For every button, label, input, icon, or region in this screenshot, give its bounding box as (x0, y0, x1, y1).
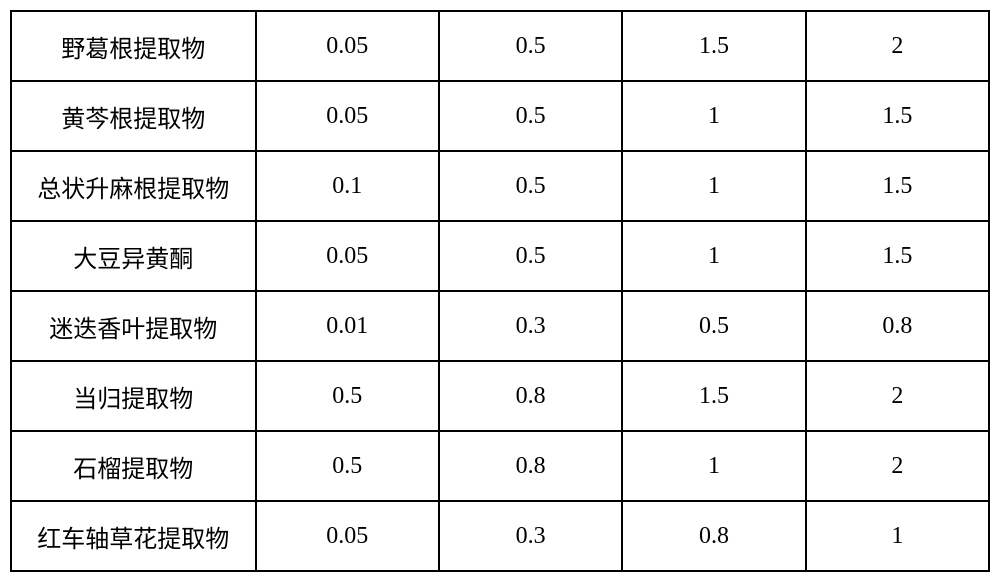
row-value: 0.1 (256, 151, 439, 221)
table-row: 大豆异黄酮 0.05 0.5 1 1.5 (11, 221, 989, 291)
row-label: 大豆异黄酮 (11, 221, 256, 291)
row-value: 0.5 (439, 151, 622, 221)
row-value: 1.5 (806, 151, 989, 221)
row-value: 2 (806, 11, 989, 81)
row-value: 0.5 (439, 11, 622, 81)
table-row: 红车轴草花提取物 0.05 0.3 0.8 1 (11, 501, 989, 571)
table-row: 黄芩根提取物 0.05 0.5 1 1.5 (11, 81, 989, 151)
row-value: 0.05 (256, 501, 439, 571)
row-label: 石榴提取物 (11, 431, 256, 501)
row-value: 2 (806, 361, 989, 431)
row-label: 总状升麻根提取物 (11, 151, 256, 221)
row-label: 当归提取物 (11, 361, 256, 431)
row-value: 0.05 (256, 11, 439, 81)
row-value: 1.5 (622, 361, 805, 431)
row-value: 1 (622, 431, 805, 501)
row-value: 1.5 (806, 81, 989, 151)
row-value: 0.3 (439, 291, 622, 361)
row-value: 0.8 (622, 501, 805, 571)
row-value: 0.5 (622, 291, 805, 361)
row-value: 1.5 (622, 11, 805, 81)
row-value: 1.5 (806, 221, 989, 291)
row-label: 红车轴草花提取物 (11, 501, 256, 571)
row-value: 0.05 (256, 81, 439, 151)
table-row: 石榴提取物 0.5 0.8 1 2 (11, 431, 989, 501)
table-row: 野葛根提取物 0.05 0.5 1.5 2 (11, 11, 989, 81)
row-value: 0.05 (256, 221, 439, 291)
table-row: 迷迭香叶提取物 0.01 0.3 0.5 0.8 (11, 291, 989, 361)
row-value: 1 (622, 151, 805, 221)
row-value: 0.5 (439, 81, 622, 151)
data-table-container: 野葛根提取物 0.05 0.5 1.5 2 黄芩根提取物 0.05 0.5 1 … (10, 10, 990, 572)
data-table: 野葛根提取物 0.05 0.5 1.5 2 黄芩根提取物 0.05 0.5 1 … (10, 10, 990, 572)
row-value: 0.01 (256, 291, 439, 361)
row-value: 1 (622, 81, 805, 151)
table-row: 当归提取物 0.5 0.8 1.5 2 (11, 361, 989, 431)
row-value: 0.5 (439, 221, 622, 291)
row-label: 迷迭香叶提取物 (11, 291, 256, 361)
row-value: 0.8 (439, 431, 622, 501)
row-value: 0.5 (256, 431, 439, 501)
row-value: 0.8 (806, 291, 989, 361)
row-value: 2 (806, 431, 989, 501)
row-value: 0.5 (256, 361, 439, 431)
row-label: 野葛根提取物 (11, 11, 256, 81)
row-value: 1 (622, 221, 805, 291)
row-value: 0.8 (439, 361, 622, 431)
row-value: 0.3 (439, 501, 622, 571)
table-row: 总状升麻根提取物 0.1 0.5 1 1.5 (11, 151, 989, 221)
row-label: 黄芩根提取物 (11, 81, 256, 151)
row-value: 1 (806, 501, 989, 571)
